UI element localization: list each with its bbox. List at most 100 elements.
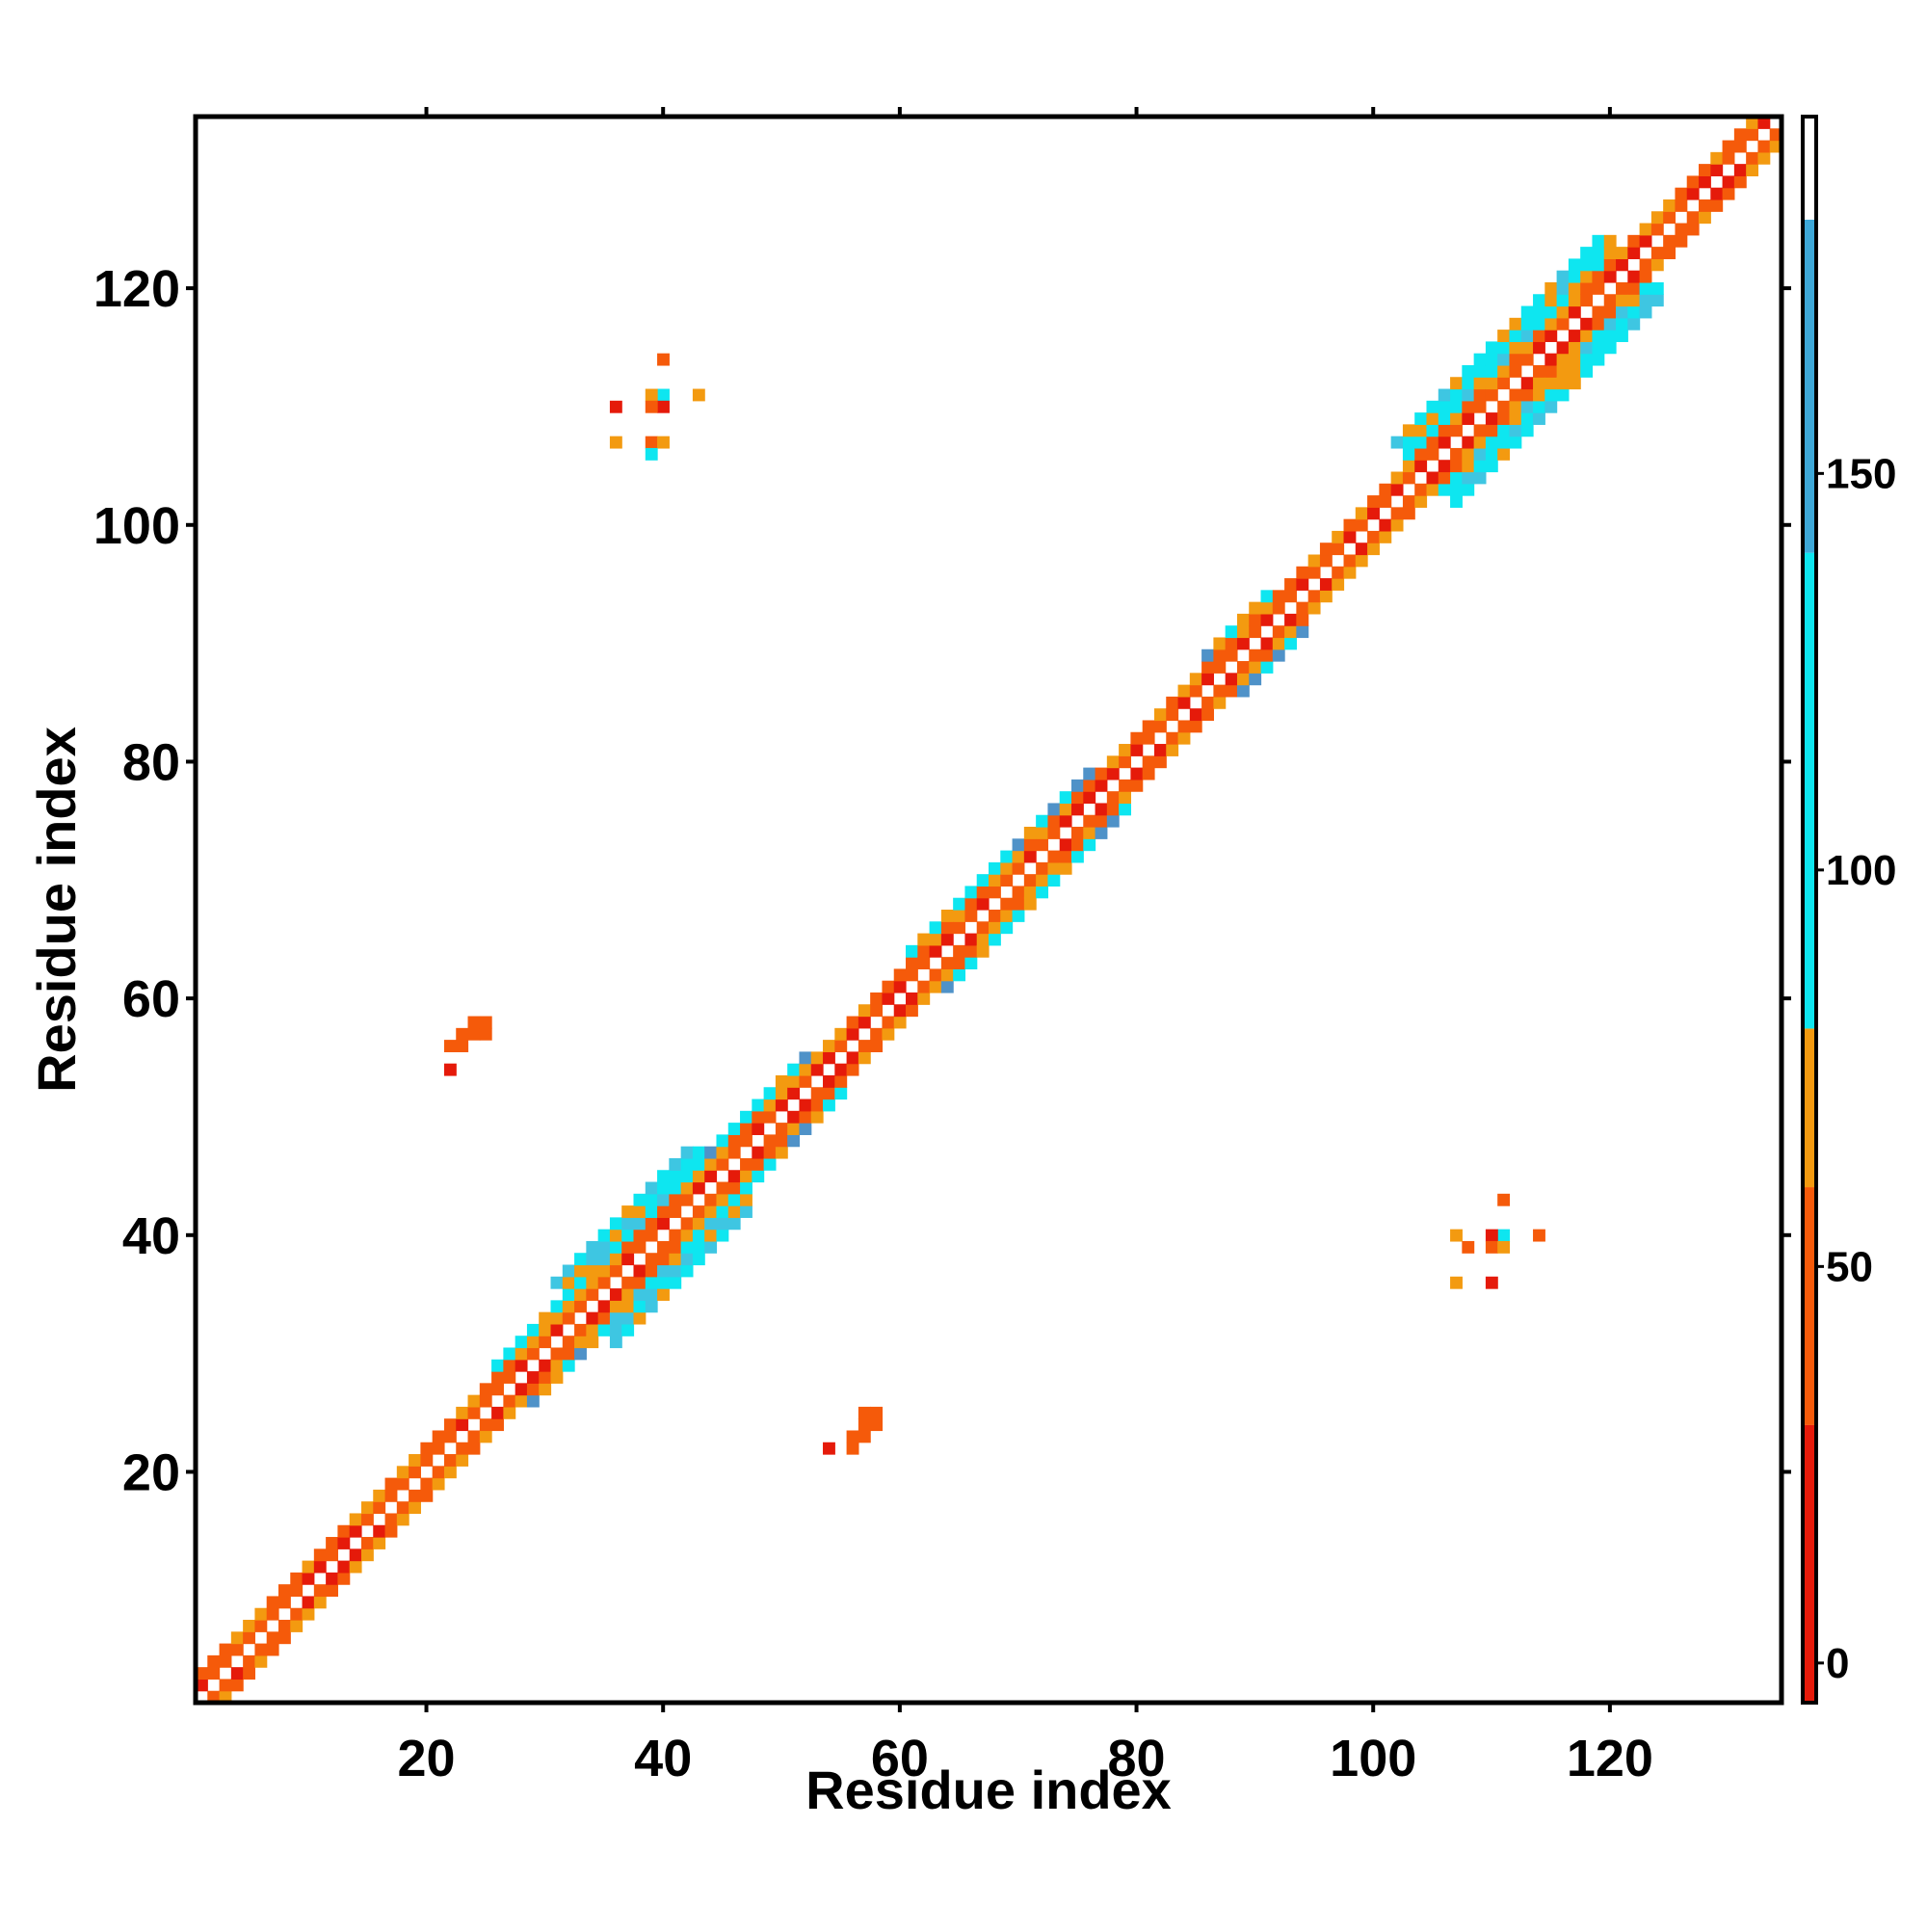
heatmap-cell	[799, 1098, 812, 1112]
heatmap-cell	[1556, 377, 1570, 390]
heatmap-cell	[1650, 294, 1664, 307]
heatmap-cell	[503, 1394, 516, 1408]
heatmap-cell	[1153, 720, 1167, 733]
heatmap-cell	[964, 886, 978, 899]
heatmap-cell	[562, 1276, 575, 1289]
heatmap-cell	[384, 1524, 398, 1538]
heatmap-cell	[917, 957, 931, 970]
heatmap-cell	[479, 1418, 492, 1432]
heatmap-cell	[1249, 661, 1262, 674]
x-tick-label: 60	[871, 1730, 929, 1787]
heatmap-cell	[550, 1311, 564, 1325]
heatmap-cell	[787, 1134, 801, 1148]
heatmap-cell	[1686, 223, 1700, 236]
heatmap-cell	[906, 992, 918, 1005]
heatmap-cell	[989, 933, 1001, 946]
heatmap-cell	[456, 1418, 469, 1432]
heatmap-cell	[1722, 175, 1735, 189]
heatmap-cell	[1343, 530, 1357, 543]
heatmap-cell	[456, 1027, 469, 1041]
heatmap-cell	[846, 1027, 859, 1041]
heatmap-cell	[1686, 187, 1700, 200]
heatmap-cell	[1592, 305, 1605, 319]
heatmap-cell	[467, 1027, 481, 1041]
heatmap-cell	[727, 1217, 741, 1231]
heatmap-cell	[1402, 507, 1415, 520]
heatmap-cell	[1568, 330, 1581, 342]
heatmap-cell	[763, 1087, 777, 1100]
heatmap-cell	[1462, 436, 1475, 449]
heatmap-cell	[313, 1596, 327, 1609]
heatmap-cell	[550, 1359, 564, 1372]
heatmap-cell	[1426, 471, 1439, 485]
colorbar-tick-label: 0	[1826, 1640, 1849, 1687]
plot-frame	[193, 114, 1784, 1706]
heatmap-cell	[586, 1253, 599, 1266]
heatmap-cell	[1070, 838, 1084, 852]
heatmap-cell	[1462, 460, 1475, 473]
heatmap-cell	[1533, 412, 1545, 425]
heatmap-cell	[1639, 294, 1652, 307]
heatmap-cell	[752, 1110, 765, 1124]
heatmap-cell	[645, 388, 658, 402]
heatmap-cell	[893, 980, 907, 993]
heatmap-cell	[1699, 198, 1711, 212]
heatmap-cell	[882, 980, 895, 993]
heatmap-cell	[1462, 447, 1475, 461]
heatmap-cell	[1686, 211, 1700, 225]
heatmap-cell	[846, 1016, 859, 1029]
heatmap-cell	[1225, 625, 1238, 639]
heatmap-cell	[740, 1193, 752, 1206]
heatmap-cell	[1414, 424, 1428, 437]
heatmap-cell	[207, 1690, 221, 1704]
heatmap-cell	[1473, 377, 1487, 390]
heatmap-cell	[326, 1548, 338, 1562]
heatmap-cell	[1485, 460, 1498, 473]
heatmap-cell	[1367, 507, 1380, 520]
colorbar-frame	[1801, 115, 1818, 1705]
heatmap-cell	[1544, 400, 1558, 413]
heatmap-cell	[586, 1311, 599, 1325]
heatmap-cell	[1627, 281, 1641, 295]
x-tick-label: 120	[1567, 1730, 1653, 1787]
heatmap-cell	[1106, 791, 1120, 805]
heatmap-cell	[1533, 364, 1545, 378]
heatmap-cell	[1166, 731, 1179, 745]
heatmap-cell	[1130, 767, 1144, 781]
heatmap-cell	[586, 1323, 599, 1337]
heatmap-cell	[337, 1560, 351, 1574]
heatmap-cell	[230, 1667, 244, 1681]
heatmap-cell	[1307, 590, 1321, 603]
heatmap-cell	[1616, 294, 1628, 307]
heatmap-cell	[763, 1110, 777, 1124]
heatmap-cell	[1497, 447, 1511, 461]
heatmap-cell	[290, 1572, 304, 1585]
heatmap-cell	[1000, 850, 1014, 863]
heatmap-cell	[680, 1146, 694, 1159]
colorbar: 0 50 100 150	[1801, 115, 1896, 1705]
heatmap-cell	[976, 944, 990, 958]
heatmap-cell	[409, 1466, 421, 1479]
heatmap-cell	[384, 1489, 398, 1502]
heatmap-cell	[503, 1347, 516, 1361]
heatmap-cell	[1462, 377, 1475, 390]
y-axis-label: Residue index	[26, 727, 87, 1093]
heatmap-cell	[479, 1027, 492, 1041]
heatmap-cell	[657, 353, 670, 366]
heatmap-cell	[692, 1170, 705, 1183]
heatmap-cell	[1225, 684, 1238, 698]
heatmap-cell	[1497, 364, 1511, 378]
heatmap-cell	[562, 1264, 575, 1278]
heatmap-cell	[515, 1347, 528, 1361]
heatmap-cell	[645, 1300, 658, 1313]
heatmap-cell	[940, 921, 954, 935]
heatmap-cell	[1332, 578, 1345, 591]
heatmap-cell	[858, 1418, 871, 1432]
heatmap-cell	[657, 1288, 670, 1301]
heatmap-cell	[893, 1016, 907, 1029]
heatmap-cell	[277, 1584, 291, 1598]
heatmap-cell	[1485, 436, 1498, 449]
heatmap-cell	[752, 1123, 765, 1135]
heatmap-cell	[882, 1027, 895, 1041]
heatmap-cell	[1580, 247, 1594, 259]
